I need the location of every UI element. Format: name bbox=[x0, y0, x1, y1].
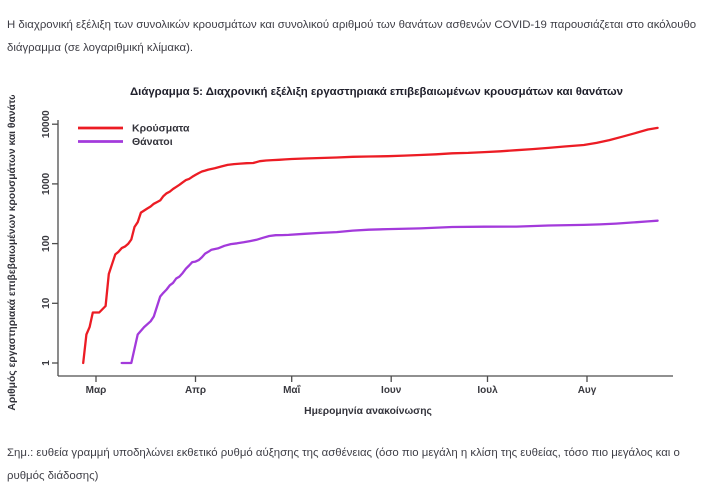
legend-label-deaths: Θάνατοι bbox=[132, 136, 173, 148]
x-tick-label: Μαΐ bbox=[283, 384, 301, 396]
x-tick-label: Ιουλ bbox=[477, 385, 498, 396]
x-axis-title: Ημερομηνία ανακοίνωσης bbox=[304, 406, 432, 417]
chart-series bbox=[82, 126, 659, 365]
y-tick-label: 1000 bbox=[41, 172, 52, 195]
y-tick-label: 100 bbox=[41, 235, 52, 252]
chart-axes: 1 10 100 1000 10000 Μαρ Απρ Μαΐ Ιουν Ιουλ Αυγ Ημερο… bbox=[7, 95, 673, 417]
y-tick-label: 10 bbox=[41, 297, 52, 309]
intro-paragraph: Η διαχρονική εξέλιξη των συνολικών κρουσ… bbox=[7, 19, 697, 54]
y-tick-label: 1 bbox=[41, 360, 52, 366]
covid-log-chart: 1 10 100 1000 10000 Μαρ Απρ Μαΐ Ιουν Ιουλ Αυγ Ημερο… bbox=[7, 95, 673, 417]
y-tick-label: 10000 bbox=[41, 110, 52, 138]
y-axis-title: Αριθμός εργαστηριακά επιβεβαιωμένων κρου… bbox=[7, 95, 18, 411]
series-line-deaths bbox=[120, 219, 659, 365]
x-tick-label: Απρ bbox=[185, 385, 206, 396]
chart-title: Διάγραμμα 5: Διαχρονική εξέλιξη εργαστηρ… bbox=[129, 86, 623, 98]
x-tick-label: Αυγ bbox=[578, 385, 597, 396]
series-line-cases bbox=[82, 126, 659, 365]
legend-label-cases: Κρούσματα bbox=[132, 123, 190, 135]
footnote: Σημ.: ευθεία γραμμή υποδηλώνει εκθετικό … bbox=[7, 447, 680, 482]
x-tick-label: Ιουν bbox=[381, 385, 402, 396]
x-tick-label: Μαρ bbox=[86, 385, 107, 396]
